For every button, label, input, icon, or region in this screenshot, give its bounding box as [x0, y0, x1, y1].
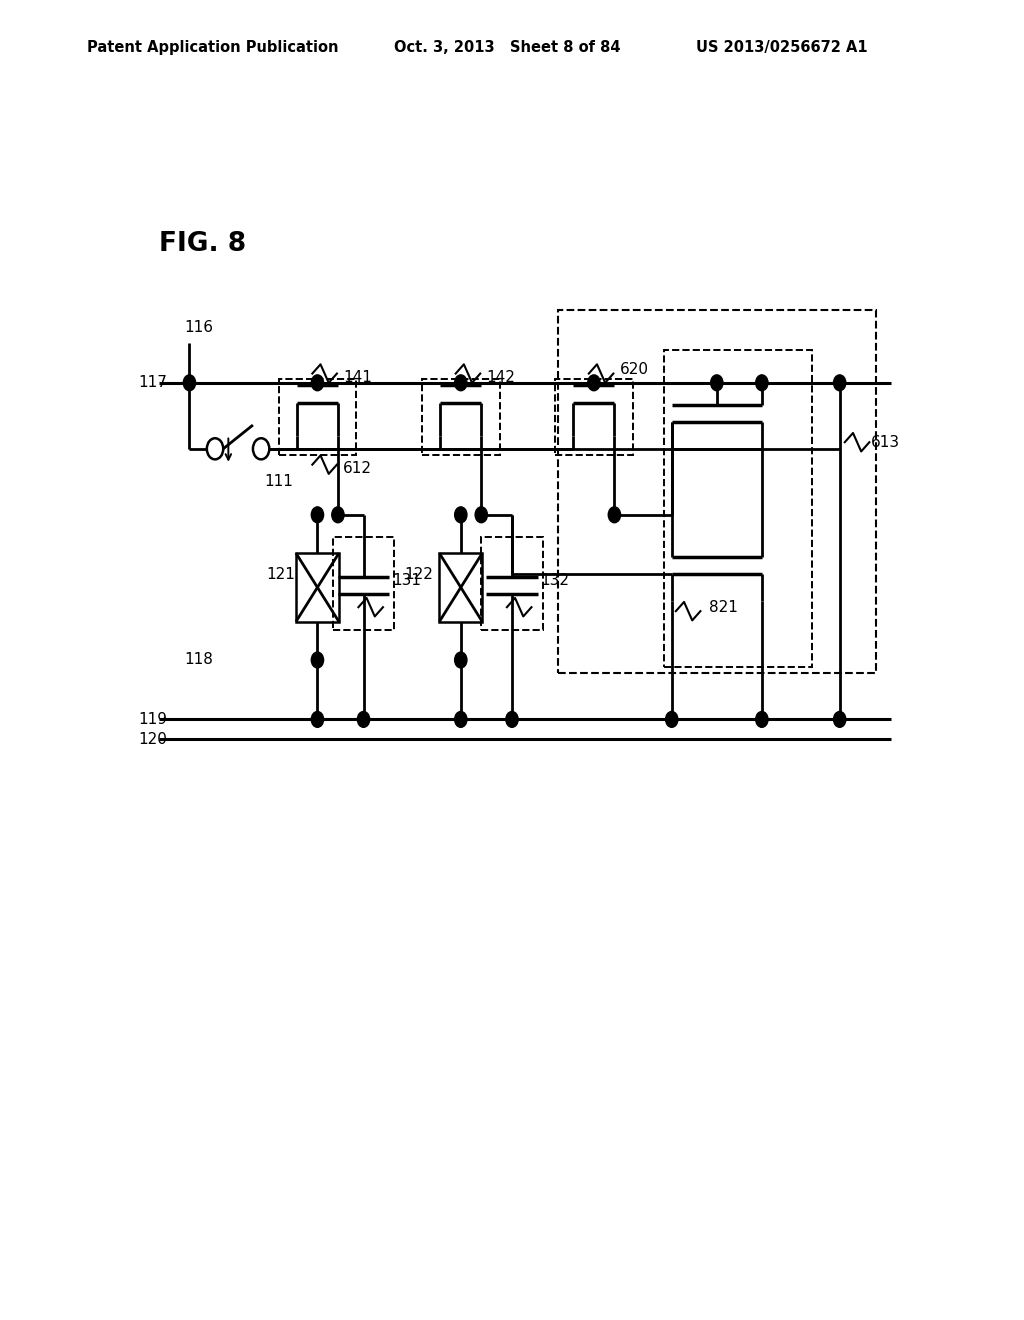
- Bar: [664, 350, 812, 667]
- Text: 141: 141: [343, 370, 372, 385]
- Circle shape: [506, 711, 518, 727]
- Circle shape: [311, 375, 324, 391]
- Text: 118: 118: [184, 652, 213, 668]
- Text: 121: 121: [266, 566, 295, 582]
- Bar: [279, 379, 356, 455]
- Text: FIG. 8: FIG. 8: [159, 231, 246, 257]
- Text: 142: 142: [486, 370, 515, 385]
- Text: 122: 122: [404, 566, 433, 582]
- Circle shape: [311, 711, 324, 727]
- Circle shape: [311, 652, 324, 668]
- Circle shape: [834, 711, 846, 727]
- Text: 117: 117: [138, 375, 167, 391]
- Text: 613: 613: [870, 434, 899, 450]
- Circle shape: [332, 507, 344, 523]
- Text: 111: 111: [264, 474, 293, 490]
- Bar: [481, 537, 543, 630]
- Bar: [555, 379, 633, 455]
- Text: Oct. 3, 2013   Sheet 8 of 84: Oct. 3, 2013 Sheet 8 of 84: [394, 40, 621, 55]
- Text: 821: 821: [709, 599, 737, 615]
- Circle shape: [756, 375, 768, 391]
- Bar: [422, 379, 500, 455]
- Text: 132: 132: [541, 573, 569, 589]
- Circle shape: [834, 375, 846, 391]
- Circle shape: [666, 711, 678, 727]
- Circle shape: [455, 375, 467, 391]
- Bar: [333, 537, 394, 630]
- Circle shape: [608, 507, 621, 523]
- Circle shape: [455, 652, 467, 668]
- Bar: [296, 553, 339, 622]
- Text: 620: 620: [620, 362, 648, 378]
- Text: 120: 120: [138, 731, 167, 747]
- Circle shape: [756, 711, 768, 727]
- Text: 119: 119: [138, 711, 167, 727]
- Circle shape: [357, 711, 370, 727]
- Bar: [439, 553, 482, 622]
- Circle shape: [311, 507, 324, 523]
- Text: Patent Application Publication: Patent Application Publication: [87, 40, 339, 55]
- Circle shape: [455, 711, 467, 727]
- Circle shape: [455, 507, 467, 523]
- Circle shape: [475, 507, 487, 523]
- Circle shape: [183, 375, 196, 391]
- Circle shape: [711, 375, 723, 391]
- Text: 612: 612: [343, 461, 372, 477]
- Text: 116: 116: [184, 319, 213, 335]
- Text: 131: 131: [392, 573, 421, 589]
- Text: US 2013/0256672 A1: US 2013/0256672 A1: [696, 40, 868, 55]
- Bar: [558, 310, 876, 673]
- Circle shape: [588, 375, 600, 391]
